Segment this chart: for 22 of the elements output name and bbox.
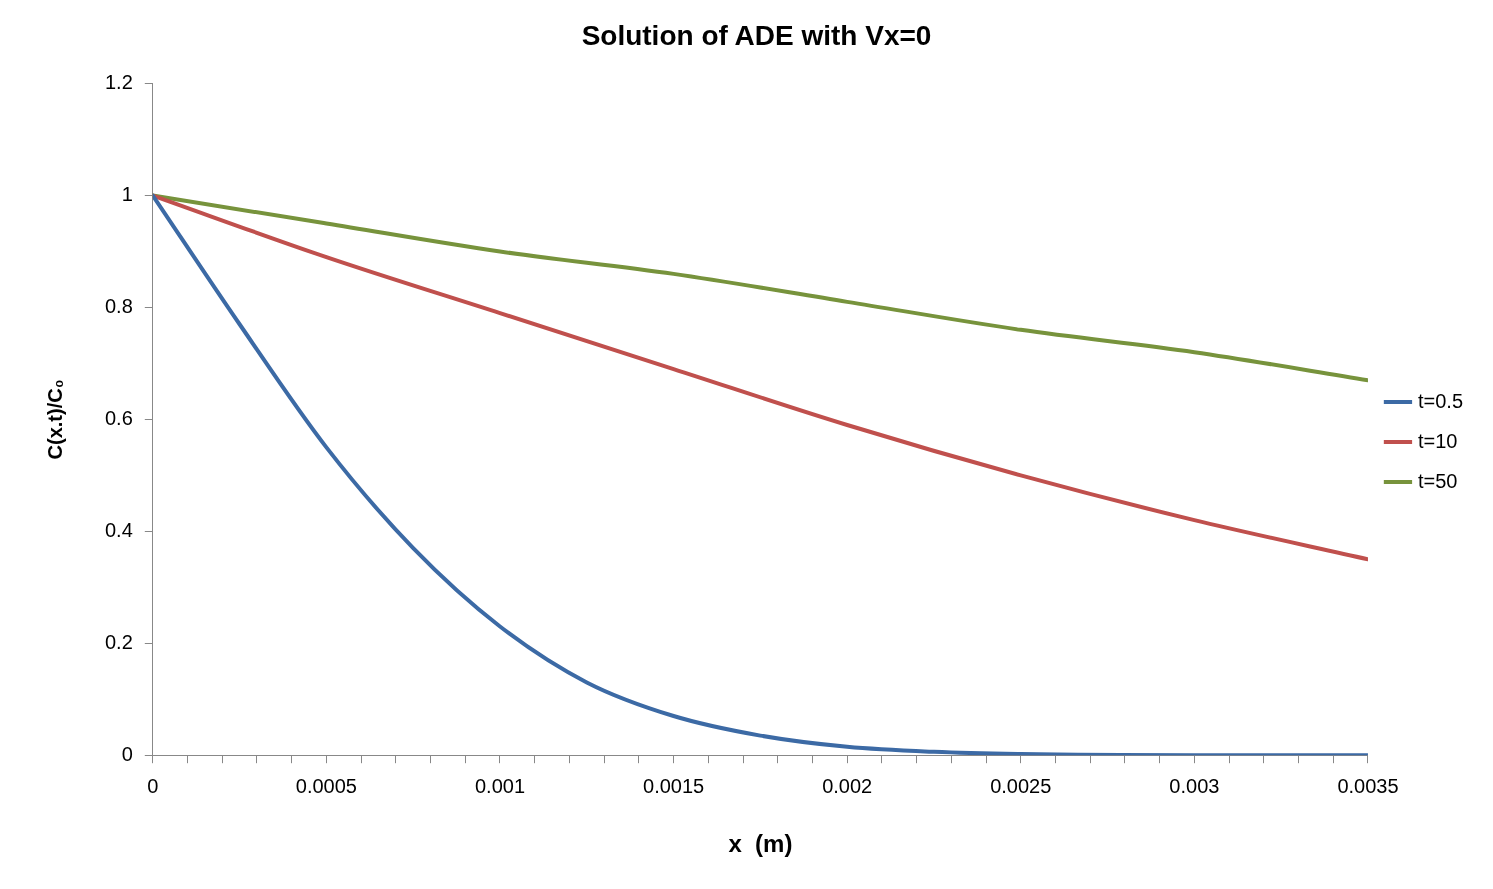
- legend-label: t=50: [1417, 469, 1458, 492]
- y-tick-label: 0.2: [104, 630, 133, 653]
- chart-title: Solution of ADE with Vx=0: [581, 19, 932, 51]
- legend-label: t=10: [1417, 429, 1458, 452]
- x-tick-label: 0.0015: [643, 774, 705, 797]
- y-tick-label: 1: [121, 183, 133, 206]
- line-series: [152, 193, 1368, 562]
- x-axis-title: x (m): [728, 830, 793, 858]
- y-tick-label: 0.8: [104, 294, 133, 317]
- x-tick-label: 0.001: [474, 774, 526, 797]
- x-tick-label: 0.003: [1169, 774, 1220, 797]
- y-tick-label: 0.4: [104, 518, 133, 541]
- y-tick-label: 0: [121, 742, 133, 765]
- x-tick-label: 0.0005: [295, 774, 357, 797]
- x-tick-label: 0.0025: [990, 774, 1052, 797]
- x-tick-label: 0.002: [822, 774, 873, 797]
- legend-label: t=0.5: [1417, 389, 1464, 412]
- x-tick-label: 0: [147, 774, 159, 797]
- y-axis-title: C(x.t)/C₀: [43, 379, 66, 460]
- x-tick-label: 0.0035: [1337, 774, 1399, 797]
- y-tick-label: 1.2: [104, 71, 133, 94]
- y-tick-label: 0.6: [104, 406, 133, 429]
